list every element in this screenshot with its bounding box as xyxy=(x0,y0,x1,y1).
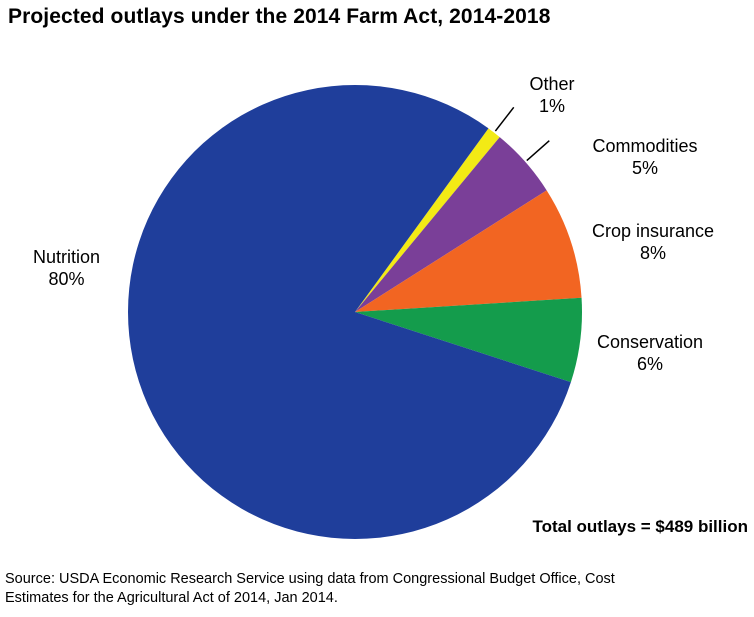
slice-name: Commodities xyxy=(592,136,698,156)
slice-percent: 80% xyxy=(48,268,85,289)
slice-name: Other xyxy=(529,74,575,94)
pie-slice-crop-insurance xyxy=(355,190,582,312)
slice-percent: 6% xyxy=(636,353,663,374)
slice-percent: 5% xyxy=(631,157,658,178)
slice-name: Crop insurance xyxy=(591,221,715,241)
pie-slice-conservation xyxy=(355,297,582,383)
pie-slice-commodities xyxy=(355,137,547,312)
slice-name: Conservation xyxy=(596,332,704,352)
slice-percent: 8% xyxy=(639,242,666,263)
source-note: Source: USDA Economic Research Service u… xyxy=(5,570,615,607)
slice-label-conservation: Conservation 6% xyxy=(570,332,730,376)
leader-line-other xyxy=(494,106,515,132)
chart-title: Projected outlays under the 2014 Farm Ac… xyxy=(8,5,551,28)
pie-slice-other xyxy=(355,128,500,312)
slice-name: Nutrition xyxy=(32,247,101,267)
slice-label-crop-insurance: Crop insurance 8% xyxy=(573,221,733,265)
source-line-1: Source: USDA Economic Research Service u… xyxy=(5,571,615,587)
source-line-2: Estimates for the Agricultural Act of 20… xyxy=(5,589,338,606)
leader-line-commodities xyxy=(526,140,550,162)
pie-slice-nutrition xyxy=(128,84,571,539)
slice-label-other: Other 1% xyxy=(502,74,602,118)
slice-label-commodities: Commodities 5% xyxy=(565,136,725,180)
total-outlays-annotation: Total outlays = $489 billion xyxy=(532,517,748,536)
slice-percent: 1% xyxy=(538,95,565,116)
slice-label-nutrition: Nutrition 80% xyxy=(0,247,133,291)
